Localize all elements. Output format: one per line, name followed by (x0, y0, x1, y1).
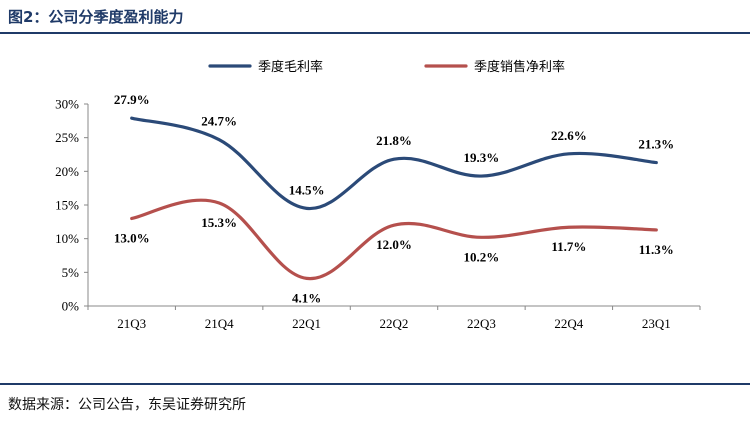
data-label: 15.3% (201, 215, 237, 230)
data-label: 22.6% (551, 128, 587, 143)
data-label: 12.0% (376, 237, 412, 252)
data-label: 11.7% (551, 239, 586, 254)
y-tick-label: 5% (62, 265, 80, 280)
data-label: 13.0% (114, 230, 150, 245)
data-label: 14.5% (289, 182, 325, 197)
y-tick-label: 0% (62, 299, 80, 314)
legend-label: 季度销售净利率 (474, 59, 565, 75)
data-label: 4.1% (292, 290, 321, 305)
top-divider (0, 32, 750, 34)
x-tick-label: 22Q3 (467, 316, 496, 331)
x-tick-label: 21Q3 (117, 316, 146, 331)
bottom-divider (0, 383, 750, 385)
y-tick-label: 30% (55, 97, 79, 112)
data-label: 21.8% (376, 133, 412, 148)
y-tick-label: 10% (55, 231, 79, 246)
data-label: 11.3% (639, 242, 674, 257)
gross-margin-line (130, 116, 658, 210)
chart-legend: 季度毛利率 季度销售净利率 (208, 59, 565, 75)
net-margin-line (130, 198, 658, 281)
x-tick-label: 23Q1 (642, 316, 671, 331)
legend-label: 季度毛利率 (258, 59, 323, 75)
data-label: 10.2% (464, 249, 500, 264)
source-note: 数据来源：公司公告，东吴证券研究所 (8, 397, 246, 413)
data-label: 27.9% (114, 92, 150, 107)
data-label: 21.3% (638, 137, 674, 152)
data-label: 19.3% (464, 150, 500, 165)
data-label: 24.7% (201, 114, 237, 129)
line-chart: 0% 5% 10% 15% 20% 25% 30% 21Q3 21Q4 22Q1 22Q2 22Q3 2… (55, 59, 701, 331)
chart-data-labels: 27.9% 24.7% 14.5% 21.8% 19.3% 22.6% 21.3% 13.0%… (114, 92, 674, 305)
x-tick-label: 22Q2 (380, 316, 409, 331)
x-tick-label: 22Q1 (292, 316, 321, 331)
x-tick-label: 21Q4 (205, 316, 234, 331)
y-tick-label: 20% (55, 164, 79, 179)
figure-title: 图2：公司分季度盈利能力 (8, 8, 184, 26)
x-tick-label: 22Q4 (554, 316, 583, 331)
y-tick-label: 15% (55, 198, 79, 213)
y-tick-label: 25% (55, 130, 79, 145)
chart-axes: 0% 5% 10% 15% 20% 25% 30% 21Q3 21Q4 22Q1 22Q2 22Q3 2… (55, 97, 701, 331)
chart-series (130, 116, 658, 281)
